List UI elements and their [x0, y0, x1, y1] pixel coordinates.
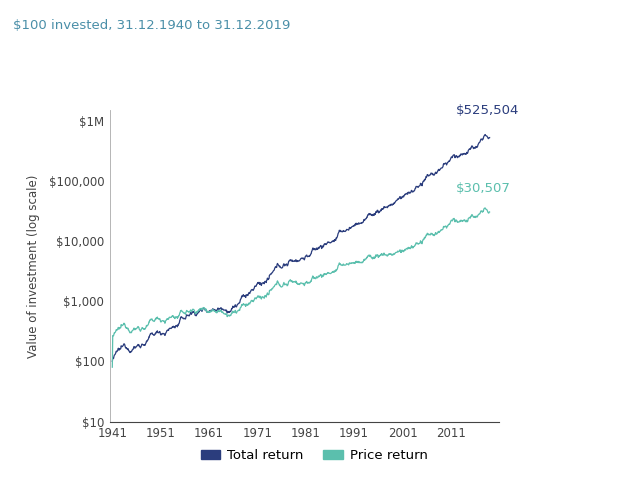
Price return — [110, 333, 117, 339]
Total return — [158, 331, 166, 337]
Y-axis label: Value of investment (log scale): Value of investment (log scale) — [28, 174, 40, 357]
Text: $30,507: $30,507 — [456, 182, 511, 195]
Line: Price return: Price return — [112, 208, 490, 367]
Price return — [158, 318, 166, 324]
Total return — [219, 307, 227, 313]
Price return — [237, 305, 245, 310]
Price return — [219, 310, 227, 316]
Price return — [486, 209, 494, 215]
Total return — [110, 356, 117, 362]
Price return — [482, 205, 489, 211]
Price return — [379, 252, 387, 258]
Price return — [109, 365, 116, 370]
Legend: Total return, Price return: Total return, Price return — [195, 444, 433, 468]
Total return — [237, 296, 245, 302]
Total return — [482, 132, 489, 137]
Total return — [486, 135, 494, 140]
Text: $525,504: $525,504 — [456, 104, 519, 117]
Total return — [379, 206, 387, 212]
Total return — [109, 358, 116, 364]
Line: Total return: Total return — [112, 135, 490, 361]
Total return — [256, 280, 264, 285]
Price return — [256, 294, 264, 299]
Text: $100 invested, 31.12.1940 to 31.12.2019: $100 invested, 31.12.1940 to 31.12.2019 — [13, 19, 290, 32]
